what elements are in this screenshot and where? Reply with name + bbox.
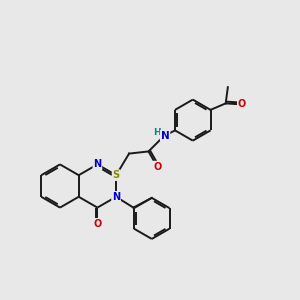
Text: O: O <box>238 100 246 110</box>
Text: N: N <box>93 159 101 170</box>
Text: H: H <box>153 128 161 137</box>
Text: S: S <box>112 170 120 180</box>
Text: O: O <box>153 162 161 172</box>
Text: O: O <box>93 219 101 229</box>
Text: N: N <box>161 131 170 141</box>
Text: N: N <box>112 192 120 202</box>
